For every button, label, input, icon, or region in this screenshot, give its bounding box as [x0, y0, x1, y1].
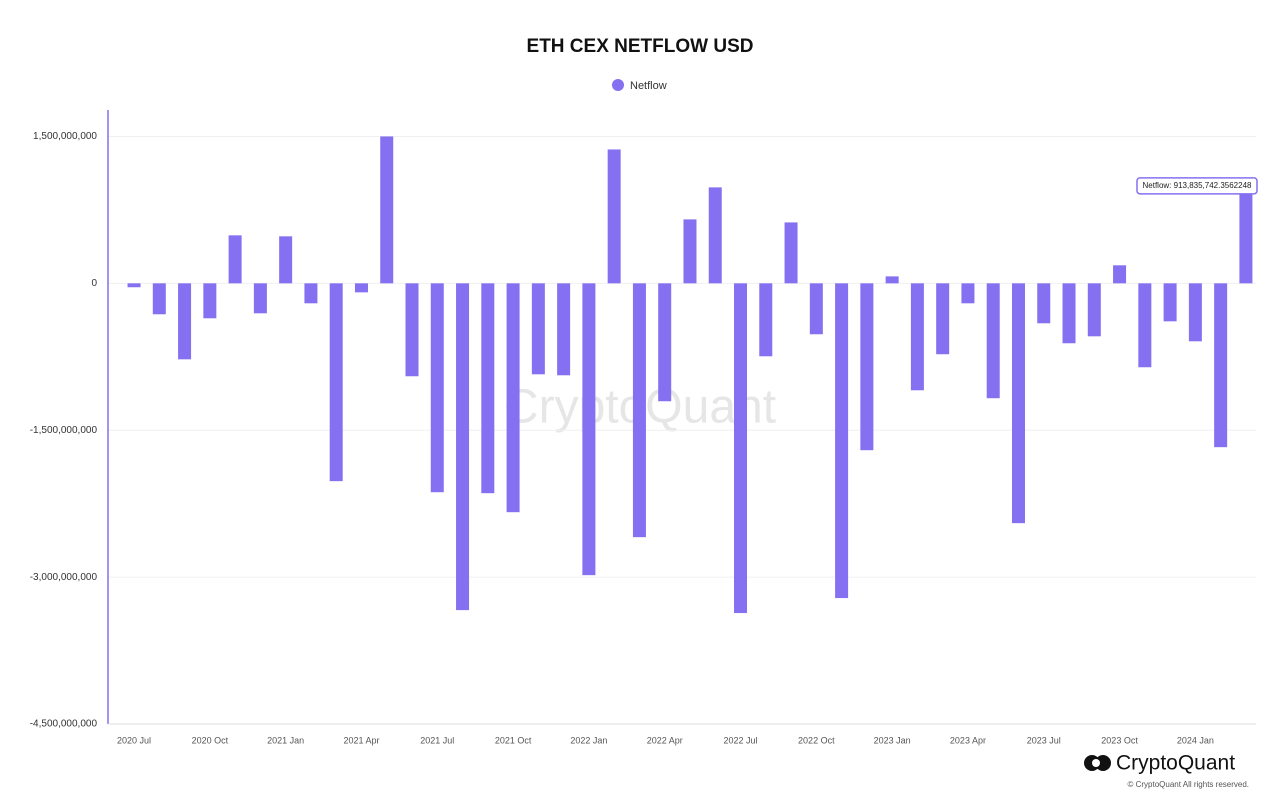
legend-label: Netflow: [630, 80, 667, 92]
bar: [809, 283, 823, 335]
bar: [506, 283, 520, 513]
bar: [910, 283, 924, 391]
bar: [708, 187, 722, 284]
x-tick-label: 2021 Jan: [267, 735, 304, 745]
brand: CryptoQuant: [1116, 752, 1235, 775]
x-tick-label: 2024 Jan: [1177, 735, 1214, 745]
bar: [632, 283, 646, 538]
bar: [178, 283, 192, 360]
bar: [784, 222, 798, 284]
bar: [380, 136, 394, 284]
bar: [582, 283, 596, 576]
bar: [152, 283, 166, 315]
bar: [1188, 283, 1202, 342]
copyright: © CryptoQuant All rights reserved.: [1128, 780, 1250, 789]
x-tick-label: 2022 Oct: [798, 735, 835, 745]
bar: [557, 283, 571, 376]
x-tick-label: 2022 Jan: [570, 735, 607, 745]
x-tick-label: 2022 Jul: [723, 735, 757, 745]
bar: [683, 219, 697, 284]
bar: [1163, 283, 1177, 322]
bar: [1037, 283, 1051, 324]
bar: [860, 283, 874, 451]
bar: [430, 283, 444, 493]
y-tick-label: -4,500,000,000: [30, 719, 98, 730]
x-tick-label: 2023 Apr: [950, 735, 986, 745]
bar: [658, 283, 672, 402]
chart-title: ETH CEX NETFLOW USD: [527, 36, 754, 57]
bar: [1062, 283, 1076, 344]
bar: [481, 283, 495, 494]
y-tick-label: 1,500,000,000: [33, 131, 97, 142]
x-tick-label: 2022 Apr: [647, 735, 683, 745]
bar: [456, 283, 470, 611]
bar: [1214, 283, 1228, 448]
bar: [203, 283, 217, 319]
x-tick-label: 2023 Jul: [1027, 735, 1061, 745]
x-tick-label: 2023 Oct: [1101, 735, 1138, 745]
tooltip: Netflow: 913,835,742.3562248: [1143, 181, 1253, 190]
bar: [961, 283, 975, 304]
bar: [127, 283, 141, 288]
x-tick-label: 2020 Jul: [117, 735, 151, 745]
y-tick-label: -3,000,000,000: [30, 572, 98, 583]
bar: [253, 283, 267, 314]
bar: [885, 276, 899, 284]
bar: [759, 283, 773, 357]
y-tick-label: -1,500,000,000: [30, 425, 98, 436]
brand-logo: [1084, 755, 1111, 771]
x-tick-label: 2023 Jan: [874, 735, 911, 745]
bar: [835, 283, 849, 599]
tooltip-box: [1136, 177, 1258, 195]
bar: [1011, 283, 1025, 524]
bar: [531, 283, 545, 375]
bar: [734, 283, 748, 614]
bar: [1087, 283, 1101, 337]
bar: [329, 283, 343, 482]
legend-marker: [612, 79, 624, 91]
x-tick-label: 2021 Apr: [343, 735, 379, 745]
bar: [1138, 283, 1152, 368]
y-tick-label: 0: [91, 278, 97, 289]
bar: [354, 283, 368, 293]
bar: [279, 236, 293, 284]
bar: [936, 283, 950, 355]
bar: [986, 283, 1000, 399]
x-tick-label: 2020 Oct: [192, 735, 229, 745]
bar: [1113, 265, 1127, 284]
x-tick-label: 2021 Jul: [420, 735, 454, 745]
bar: [405, 283, 419, 377]
bar: [607, 149, 621, 284]
bar: [304, 283, 318, 304]
x-tick-label: 2021 Oct: [495, 735, 532, 745]
bar: [1239, 193, 1253, 284]
bar: [228, 235, 242, 284]
